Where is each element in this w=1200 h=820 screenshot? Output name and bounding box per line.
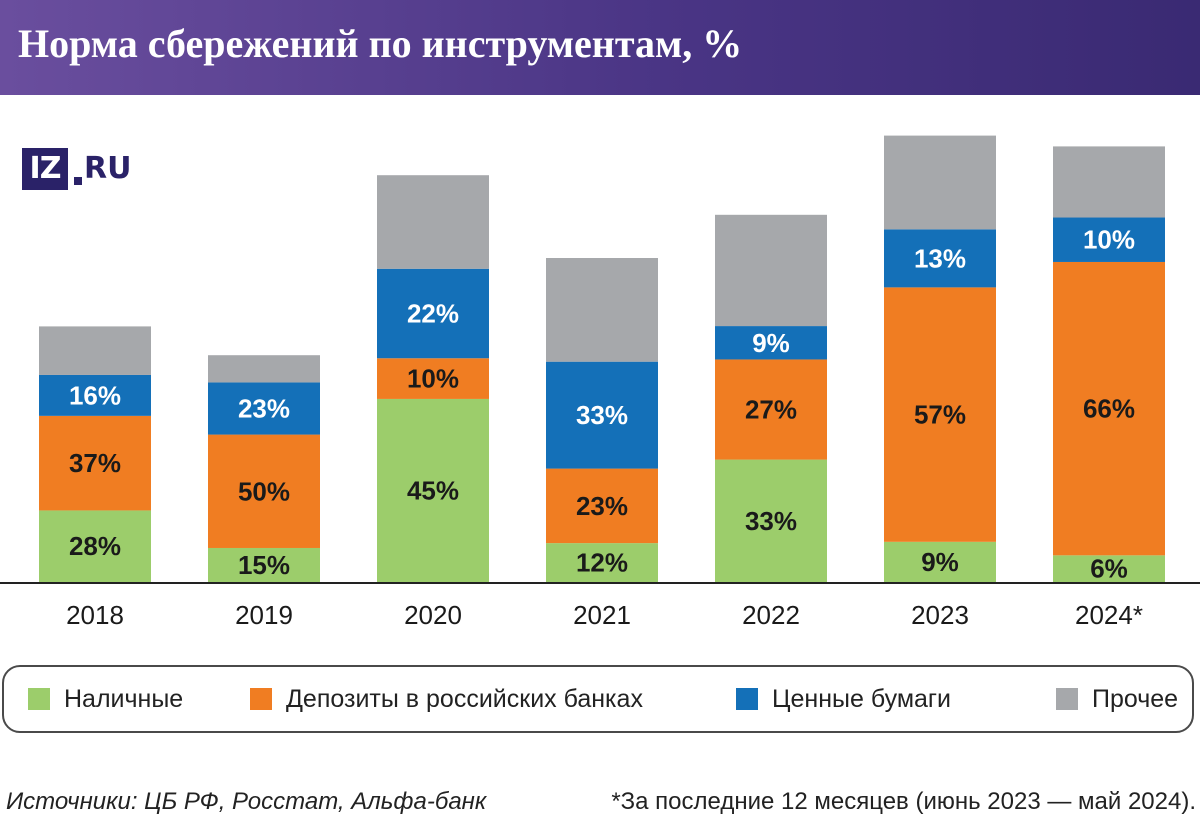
data-label-securities-6: 10%: [1083, 225, 1135, 255]
legend-label-deposits: Депозиты в российских банках: [286, 684, 643, 713]
bar-cash-6: [1053, 555, 1165, 582]
legend-swatch-deposits: [250, 688, 272, 710]
legend-swatch-cash: [28, 688, 50, 710]
data-label-deposits-5: 57%: [914, 400, 966, 430]
data-label-cash-2: 45%: [407, 475, 459, 505]
data-label-deposits-0: 37%: [69, 448, 121, 478]
data-label-deposits-4: 27%: [745, 395, 797, 425]
bar-other-4: [715, 214, 827, 327]
chart-title: Норма сбережений по инструментам, %: [18, 21, 743, 66]
legend-swatch-securities: [736, 688, 758, 710]
data-label-cash-4: 33%: [745, 506, 797, 536]
x-tick-label-4: 2022: [742, 600, 800, 630]
legend-item-securities: Ценные бумаги: [736, 667, 951, 731]
bar-cash-2: [377, 398, 489, 582]
x-tick-label-5: 2023: [911, 600, 969, 630]
bar-deposits-6: [1053, 261, 1165, 556]
data-label-securities-2: 22%: [407, 299, 459, 329]
data-label-cash-0: 28%: [69, 531, 121, 561]
bar-other-3: [546, 258, 658, 362]
logo-text: RU: [84, 151, 132, 186]
bar-cash-1: [208, 547, 320, 582]
bar-cash-5: [884, 541, 996, 582]
sources-note: Источники: ЦБ РФ, Росстат, Альфа-банк: [6, 788, 487, 815]
x-tick-label-2: 2020: [404, 600, 462, 630]
bar-deposits-1: [208, 434, 320, 548]
data-label-securities-1: 23%: [238, 393, 290, 423]
x-tick-label-3: 2021: [573, 600, 631, 630]
logo-dot: [74, 177, 82, 185]
data-label-securities-4: 9%: [752, 328, 790, 358]
x-tick-label-1: 2019: [235, 600, 293, 630]
bar-securities-1: [208, 382, 320, 435]
bar-deposits-2: [377, 358, 489, 399]
data-label-cash-1: 15%: [238, 550, 290, 580]
data-label-securities-0: 16%: [69, 380, 121, 410]
legend-item-deposits: Депозиты в российских банках: [250, 667, 643, 731]
data-label-deposits-6: 66%: [1083, 394, 1135, 424]
data-label-cash-5: 9%: [921, 547, 959, 577]
bar-other-2: [377, 175, 489, 269]
bar-cash-4: [715, 459, 827, 582]
bar-securities-0: [39, 374, 151, 416]
logo-box: IZ: [22, 148, 68, 190]
bar-deposits-4: [715, 359, 827, 460]
x-tick-label-6: 2024*: [1075, 600, 1143, 630]
legend-label-cash: Наличные: [64, 684, 184, 713]
data-label-securities-5: 13%: [914, 243, 966, 273]
bar-securities-6: [1053, 217, 1165, 262]
bar-other-0: [39, 326, 151, 375]
bar-deposits-0: [39, 415, 151, 511]
bar-securities-4: [715, 326, 827, 360]
bar-deposits-3: [546, 468, 658, 544]
bar-securities-2: [377, 268, 489, 359]
data-label-securities-3: 33%: [576, 400, 628, 430]
legend-label-securities: Ценные бумаги: [772, 684, 951, 713]
bar-other-5: [884, 135, 996, 230]
data-label-cash-3: 12%: [576, 548, 628, 578]
data-label-deposits-1: 50%: [238, 476, 290, 506]
data-label-deposits-3: 23%: [576, 491, 628, 521]
bar-cash-3: [546, 543, 658, 582]
legend-item-cash: Наличные: [28, 667, 183, 731]
data-label-cash-6: 6%: [1090, 554, 1128, 584]
bar-other-1: [208, 355, 320, 383]
legend-swatch-other: [1056, 688, 1078, 710]
data-label-deposits-2: 10%: [407, 364, 459, 394]
bar-cash-0: [39, 510, 151, 582]
bar-deposits-5: [884, 287, 996, 542]
period-footnote: *За последние 12 месяцев (июнь 2023 — ма…: [611, 788, 1196, 815]
header-banner: Норма сбережений по инструментам, %: [0, 0, 1200, 95]
legend-label-other: Прочее: [1092, 684, 1179, 713]
legend-item-other: Прочее: [1056, 667, 1178, 731]
legend: Наличные Депозиты в российских банках Це…: [2, 665, 1194, 733]
x-tick-label-0: 2018: [66, 600, 124, 630]
bar-securities-5: [884, 229, 996, 288]
bar-securities-3: [546, 361, 658, 469]
stacked-bar-chart: 28% 37% 16% 2018 15% 50% 23% 2019 45% 10% 22% 2020 1…: [0, 135, 1200, 630]
bar-other-6: [1053, 146, 1165, 218]
